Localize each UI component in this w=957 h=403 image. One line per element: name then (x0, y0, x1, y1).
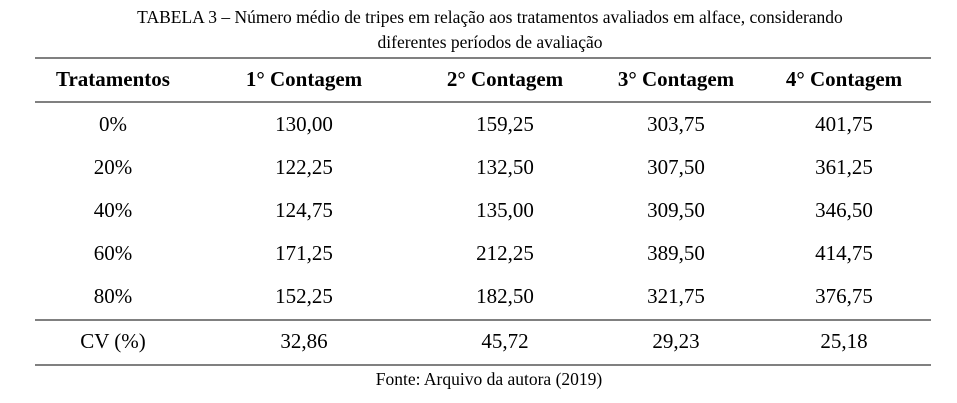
column-header: Tratamentos (56, 67, 170, 91)
table-cell: 124,75 (275, 198, 333, 222)
table-cell: 321,75 (647, 284, 705, 308)
table-cell: 303,75 (647, 112, 705, 136)
table-cell: 346,50 (815, 198, 873, 222)
table-cell: 309,50 (647, 198, 705, 222)
table-cell: 307,50 (647, 155, 705, 179)
table-cell: 212,25 (476, 241, 534, 265)
cv-cell: 32,86 (280, 329, 327, 353)
table-cell: 130,00 (275, 112, 333, 136)
table-title: diferentes períodos de avaliação (378, 32, 603, 52)
table-cell: 159,25 (476, 112, 534, 136)
cv-cell: CV (%) (80, 329, 146, 353)
table-cell: 40% (94, 198, 133, 222)
column-header: 3° Contagem (618, 67, 735, 91)
cv-cell: 45,72 (481, 329, 528, 353)
table-cell: 389,50 (647, 241, 705, 265)
column-header: 4° Contagem (786, 67, 903, 91)
table-cell: 182,50 (476, 284, 534, 308)
table-source: Fonte: Arquivo da autora (2019) (376, 369, 603, 389)
table-cell: 171,25 (275, 241, 333, 265)
column-header: 2° Contagem (447, 67, 564, 91)
table-cell: 361,25 (815, 155, 873, 179)
table-cell: 414,75 (815, 241, 873, 265)
table-cell: 80% (94, 284, 133, 308)
table-cell: 0% (99, 112, 127, 136)
table-cell: 122,25 (275, 155, 333, 179)
table-cell: 401,75 (815, 112, 873, 136)
cv-cell: 25,18 (820, 329, 867, 353)
table-cell: 20% (94, 155, 133, 179)
table-cell: 132,50 (476, 155, 534, 179)
table-title: TABELA 3 – Número médio de tripes em rel… (137, 7, 843, 27)
table-cell: 152,25 (275, 284, 333, 308)
table-cell: 60% (94, 241, 133, 265)
table-cell: 135,00 (476, 198, 534, 222)
column-header: 1° Contagem (246, 67, 363, 91)
cv-cell: 29,23 (652, 329, 699, 353)
table-cell: 376,75 (815, 284, 873, 308)
